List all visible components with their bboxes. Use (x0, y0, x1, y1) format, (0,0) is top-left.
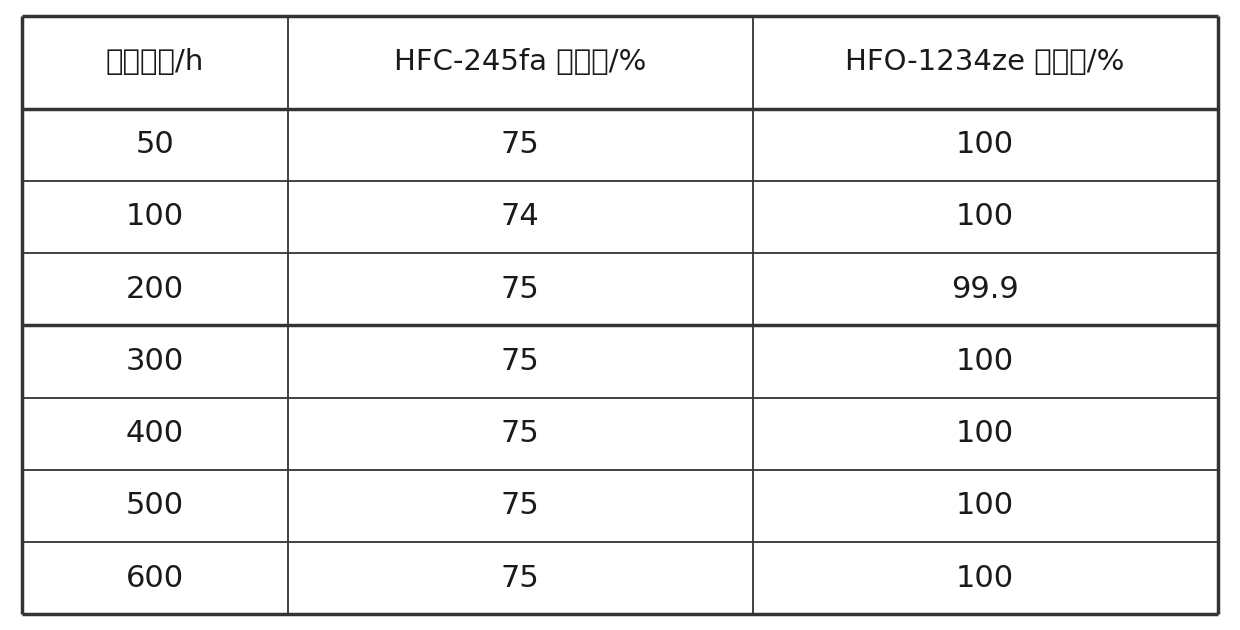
Text: 75: 75 (501, 275, 539, 304)
Text: 75: 75 (501, 130, 539, 159)
Text: 200: 200 (126, 275, 184, 304)
Text: 反应时间/h: 反应时间/h (105, 48, 205, 76)
Text: HFC-245fa 转化率/%: HFC-245fa 转化率/% (394, 48, 646, 76)
Text: 500: 500 (126, 491, 184, 520)
Text: 75: 75 (501, 491, 539, 520)
Text: 75: 75 (501, 564, 539, 593)
Text: 100: 100 (956, 202, 1014, 231)
Text: 100: 100 (956, 564, 1014, 593)
Text: 100: 100 (956, 347, 1014, 376)
Text: 100: 100 (126, 202, 184, 231)
Text: 600: 600 (126, 564, 184, 593)
Text: 100: 100 (956, 419, 1014, 448)
Text: 75: 75 (501, 419, 539, 448)
Text: 100: 100 (956, 491, 1014, 520)
Text: 50: 50 (135, 130, 175, 159)
Text: 100: 100 (956, 130, 1014, 159)
Text: 300: 300 (126, 347, 184, 376)
Text: 74: 74 (501, 202, 539, 231)
Text: 75: 75 (501, 347, 539, 376)
Text: HFO-1234ze 选择性/%: HFO-1234ze 选择性/% (846, 48, 1125, 76)
Text: 99.9: 99.9 (951, 275, 1019, 304)
Text: 400: 400 (126, 419, 184, 448)
